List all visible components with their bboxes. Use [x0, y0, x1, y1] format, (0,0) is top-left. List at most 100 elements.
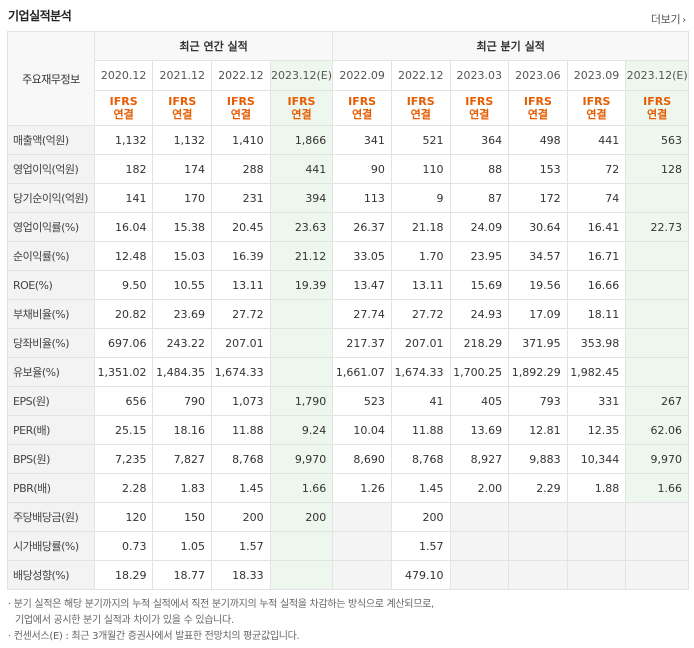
table-cell: 1,892.29: [508, 357, 568, 387]
table-cell: 24.09: [449, 212, 510, 242]
table-cell: [625, 299, 689, 329]
table-cell: 9,970: [269, 444, 334, 474]
table-cell: 1,790: [269, 386, 334, 416]
basis-header: IFRS 연결: [508, 90, 568, 126]
table-cell: [449, 502, 510, 532]
table-cell: 33.05: [332, 241, 392, 271]
basis-ifrs: IFRS: [348, 95, 377, 108]
table-cell: 1,484.35: [152, 357, 213, 387]
table-cell: 9,970: [625, 444, 689, 474]
table-cell: 18.16: [152, 415, 213, 445]
table-row: 부채비율(%) 20.82 23.69 27.72 27.74 27.72 24.93 17.…: [7, 299, 689, 329]
row-label: 순이익률(%): [7, 241, 95, 271]
table-cell: [625, 270, 689, 300]
table-cell: 563: [625, 125, 689, 155]
row-label: PER(배): [7, 415, 95, 445]
table-cell: 141: [93, 183, 154, 213]
table-cell: 16.39: [211, 241, 271, 271]
table-cell: 207.01: [390, 328, 451, 358]
table-cell: 25.15: [93, 415, 154, 445]
table-cell: 30.64: [508, 212, 568, 242]
table-cell: 267: [625, 386, 689, 416]
table-cell: 23.95: [449, 241, 510, 271]
period-header: 2022.12: [390, 60, 451, 91]
table-cell: 8,927: [449, 444, 510, 474]
row-label: 당기순이익(억원): [7, 183, 95, 213]
period-header: 2023.12(E): [625, 60, 689, 91]
table-cell: 9.24: [269, 415, 334, 445]
table-row: 영업이익률(%) 16.04 15.38 20.45 23.63 26.37 21.18 24…: [7, 212, 689, 242]
row-label: 부채비율(%): [7, 299, 95, 329]
table-cell: 7,827: [152, 444, 213, 474]
table-cell: 88: [449, 154, 510, 184]
panel-title: 기업실적분석: [8, 9, 72, 23]
table-cell: 172: [508, 183, 568, 213]
row-label: 주당배당금(원): [7, 502, 95, 532]
period-header: 2023.09: [566, 60, 627, 91]
table-cell: 1,132: [152, 125, 213, 155]
table-cell: 1,700.25: [449, 357, 510, 387]
basis-header: IFRS 연결: [93, 90, 154, 126]
table-cell: 18.11: [566, 299, 627, 329]
table-cell: [269, 531, 334, 561]
table-cell: 523: [332, 386, 392, 416]
table-row: 시가배당률(%) 0.73 1.05 1.57 1.57: [7, 531, 689, 561]
table-cell: 12.81: [508, 415, 568, 445]
table-cell: 200: [211, 502, 271, 532]
basis-ifrs: IFRS: [287, 95, 316, 108]
row-label: 매출액(억원): [7, 125, 95, 155]
table-cell: [625, 531, 689, 561]
table-row: ROE(%) 9.50 10.55 13.11 19.39 13.47 13.11 15.69…: [7, 270, 689, 300]
table-cell: 1.45: [211, 473, 271, 503]
basis-consolidated: 연결: [172, 108, 193, 121]
table-cell: 1,674.33: [211, 357, 271, 387]
table-cell: 34.57: [508, 241, 568, 271]
basis-ifrs: IFRS: [168, 95, 197, 108]
basis-ifrs: IFRS: [582, 95, 611, 108]
table-cell: 13.11: [390, 270, 451, 300]
table-cell: 697.06: [93, 328, 154, 358]
table-cell: 13.69: [449, 415, 510, 445]
table-cell: [566, 531, 627, 561]
table-cell: 341: [332, 125, 392, 155]
period-header: 2021.12: [152, 60, 213, 91]
table-cell: 2.29: [508, 473, 568, 503]
basis-consolidated: 연결: [410, 108, 431, 121]
table-cell: 16.41: [566, 212, 627, 242]
row-label: PBR(배): [7, 473, 95, 503]
group-annual-header: 최근 연간 실적: [93, 31, 334, 61]
table-cell: 12.48: [93, 241, 154, 271]
table-cell: 207.01: [211, 328, 271, 358]
table-cell: [332, 531, 392, 561]
basis-consolidated: 연결: [469, 108, 490, 121]
table-cell: [269, 328, 334, 358]
table-cell: 13.47: [332, 270, 392, 300]
table-cell: 27.72: [390, 299, 451, 329]
basis-header: IFRS 연결: [390, 90, 451, 126]
basis-header: IFRS 연결: [566, 90, 627, 126]
table-cell: 23.63: [269, 212, 334, 242]
table-cell: 1,410: [211, 125, 271, 155]
table-row: 유보율(%) 1,351.02 1,484.35 1,674.33 1,661.07 1,…: [7, 357, 689, 387]
basis-header: IFRS 연결: [625, 90, 689, 126]
table-cell: 120: [93, 502, 154, 532]
table-cell: 15.38: [152, 212, 213, 242]
basis-header: IFRS 연결: [332, 90, 392, 126]
table-cell: [566, 502, 627, 532]
row-label: BPS(원): [7, 444, 95, 474]
table-cell: [332, 502, 392, 532]
footnotes: · 분기 실적은 해당 분기까지의 누적 실적에서 직전 분기까지의 누적 실적…: [8, 597, 434, 645]
table-cell: 24.93: [449, 299, 510, 329]
basis-consolidated: 연결: [586, 108, 607, 121]
more-link[interactable]: 더보기 ›: [651, 11, 686, 27]
table-cell: [625, 328, 689, 358]
row-label: 영업이익률(%): [7, 212, 95, 242]
period-header: 2022.09: [332, 60, 392, 91]
table-cell: 1,351.02: [93, 357, 154, 387]
table-cell: 2.28: [93, 473, 154, 503]
table-cell: [625, 357, 689, 387]
table-cell: 19.39: [269, 270, 334, 300]
period-header: 2023.12(E): [269, 60, 334, 91]
table-cell: 11.88: [211, 415, 271, 445]
